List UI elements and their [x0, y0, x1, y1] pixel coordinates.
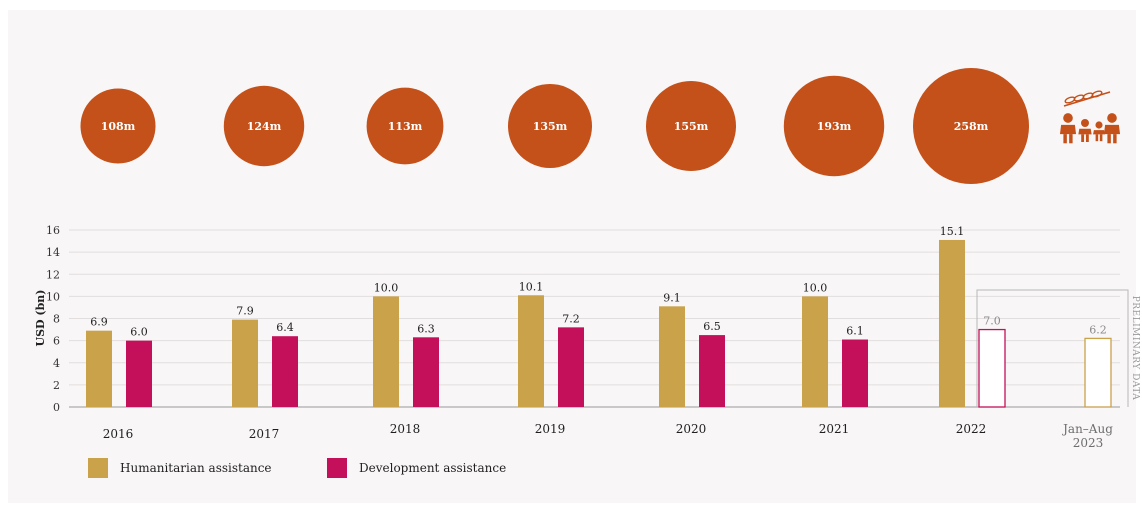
legend-item-humanitarian: Humanitarian assistance: [88, 458, 272, 478]
bar-development-2018: [413, 337, 439, 407]
data-label-humanitarian-2020: 9.1: [663, 291, 681, 304]
y-tick-label: 10: [46, 290, 60, 303]
bar-humanitarian-2021: [802, 296, 828, 407]
circle-2021: [783, 75, 885, 177]
legend-label-development: Development assistance: [359, 461, 507, 475]
data-label-development-2020: 6.5: [703, 320, 721, 333]
bars: [86, 239, 1112, 408]
data-label-development-2017: 6.4: [276, 321, 294, 334]
legend-swatch-development: [327, 458, 347, 478]
circle-label-2017: 124m: [247, 120, 282, 133]
circle-label-2019: 135m: [533, 120, 568, 133]
x-tick-label: 2020: [676, 422, 707, 436]
y-tick-label: 16: [46, 224, 60, 237]
circle-2020: [646, 81, 736, 171]
data-label-development-2016: 6.0: [130, 326, 148, 339]
data-label-development-2022: 7.0: [983, 315, 1001, 328]
data-label-humanitarian-2023: 6.2: [1089, 323, 1107, 336]
data-label-humanitarian-2019: 10.1: [519, 280, 544, 293]
people-with-wheat-icon: [1059, 90, 1121, 144]
bar-development-2021: [842, 339, 868, 407]
legend-item-development: Development assistance: [327, 458, 506, 478]
bar-development-2022: [978, 328, 1006, 408]
circle-2018: [366, 87, 444, 165]
y-tick-label: 2: [53, 379, 60, 392]
x-tick-label: 2016: [103, 427, 134, 441]
bar-humanitarian-2019: [518, 295, 544, 407]
data-label-humanitarian-2021: 10.0: [803, 281, 828, 294]
circle-2019: [508, 84, 592, 168]
data-label-development-2018: 6.3: [417, 322, 435, 335]
circle-2017: [223, 85, 305, 167]
bar-humanitarian-2023-preliminary: [1084, 337, 1112, 408]
bar-development-2019: [558, 327, 584, 407]
bar-development-2017: [272, 336, 298, 407]
bar-humanitarian-2017: [232, 319, 258, 407]
preliminary-data-label: PRELIMINARY DATA: [1130, 296, 1140, 401]
bar-humanitarian-2018: [373, 296, 399, 407]
x-tick-label: 2021: [819, 422, 850, 436]
data-labels: 6.9 7.9 10.0 10.1 9.1 10.0 15.1 6.0 6.4 6.3 7.2 6.5…: [90, 225, 1107, 339]
circle-label-2016: 108m: [101, 120, 136, 133]
circle-label-2020: 155m: [674, 120, 709, 133]
bar-development-2016: [126, 340, 152, 407]
x-tick-label: 2018: [390, 422, 421, 436]
x-tick-label: 2017: [249, 427, 280, 441]
x-tick-label: 2019: [535, 422, 566, 436]
y-tick-label: 12: [46, 268, 60, 281]
data-label-development-2021: 6.1: [846, 325, 864, 338]
circle-label-2018: 113m: [388, 120, 423, 133]
circles-row: 108m 124m 113m 135m 155m 193m 258m: [80, 68, 1029, 184]
y-tick-label: 8: [53, 313, 60, 326]
legend-swatch-humanitarian: [88, 458, 108, 478]
data-label-humanitarian-2022: 15.1: [940, 225, 965, 238]
circle-2016: [80, 88, 156, 164]
circle-label-2022: 258m: [954, 120, 989, 133]
data-label-humanitarian-2018: 10.0: [374, 281, 399, 294]
axes: 0 2 4 6 8 10 12 14 16 USD (bn) PRELIMINARY DATA 201…: [34, 224, 1140, 450]
x-tick-label: Jan–Aug 2023: [1061, 422, 1113, 450]
y-tick-label: 6: [53, 335, 60, 348]
y-tick-label: 14: [46, 246, 60, 259]
bar-humanitarian-2016: [86, 330, 112, 407]
circle-2022: [913, 68, 1029, 184]
x-tick-label: 2022: [956, 422, 987, 436]
y-tick-label: 0: [53, 401, 60, 414]
y-tick-label: 4: [53, 357, 60, 370]
y-axis-label: USD (bn): [34, 289, 47, 346]
preliminary-data-box: [976, 289, 1129, 407]
bar-development-2020: [699, 335, 725, 407]
data-label-development-2019: 7.2: [562, 312, 580, 325]
data-label-humanitarian-2017: 7.9: [236, 305, 254, 318]
legend-label-humanitarian: Humanitarian assistance: [120, 461, 272, 475]
bar-humanitarian-2020: [659, 306, 685, 407]
circle-label-2021: 193m: [817, 120, 852, 133]
data-label-humanitarian-2016: 6.9: [90, 316, 108, 329]
bar-humanitarian-2022: [939, 239, 965, 407]
